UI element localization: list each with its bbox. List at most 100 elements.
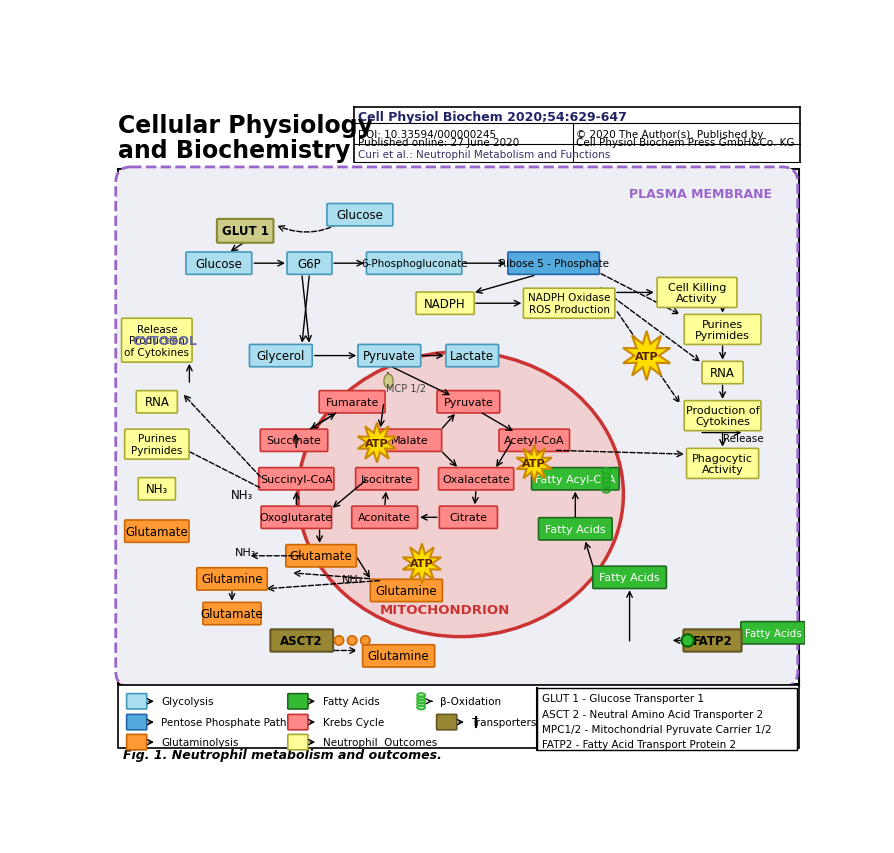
FancyBboxPatch shape <box>531 468 619 490</box>
FancyBboxPatch shape <box>656 278 736 308</box>
Text: Lactate: Lactate <box>450 350 493 363</box>
Text: ATP: ATP <box>409 559 434 569</box>
Text: Glutamate: Glutamate <box>125 525 188 538</box>
Polygon shape <box>516 445 552 482</box>
Text: FATP2 - Fatty Acid Transport Protein 2: FATP2 - Fatty Acid Transport Protein 2 <box>542 740 735 750</box>
Text: β-Oxidation: β-Oxidation <box>439 697 501 706</box>
FancyBboxPatch shape <box>138 478 175 501</box>
Text: GLUT 1: GLUT 1 <box>222 225 268 238</box>
FancyBboxPatch shape <box>439 507 497 529</box>
Text: NADPH Oxidase
ROS Production: NADPH Oxidase ROS Production <box>527 293 610 315</box>
Text: Transporters: Transporters <box>471 717 536 728</box>
Text: Cell Physiol Biochem 2020;54:629-647: Cell Physiol Biochem 2020;54:629-647 <box>357 111 626 124</box>
FancyBboxPatch shape <box>118 170 797 684</box>
Text: Neutrophil  Outcomes: Neutrophil Outcomes <box>323 737 436 747</box>
Text: FATP2: FATP2 <box>692 635 731 647</box>
Text: © 2020 The Author(s). Published by: © 2020 The Author(s). Published by <box>576 130 763 140</box>
FancyBboxPatch shape <box>436 715 456 730</box>
FancyBboxPatch shape <box>683 630 741 652</box>
Text: CYTOSOL: CYTOSOL <box>132 334 197 347</box>
FancyBboxPatch shape <box>416 293 474 315</box>
Text: ATP: ATP <box>365 438 388 448</box>
Text: ASCT2: ASCT2 <box>280 635 323 647</box>
Circle shape <box>680 635 693 647</box>
FancyBboxPatch shape <box>285 545 356 567</box>
Text: Isocitrate: Isocitrate <box>360 474 413 485</box>
Text: Acetyl-CoA: Acetyl-CoA <box>503 436 564 446</box>
FancyBboxPatch shape <box>197 568 267 590</box>
FancyBboxPatch shape <box>260 430 327 452</box>
FancyBboxPatch shape <box>358 345 420 368</box>
Text: NADPH: NADPH <box>424 298 466 310</box>
FancyBboxPatch shape <box>592 566 666 589</box>
FancyBboxPatch shape <box>445 345 498 368</box>
Text: Glycolysis: Glycolysis <box>161 697 214 706</box>
Text: NH₃: NH₃ <box>146 483 168 496</box>
Ellipse shape <box>298 352 623 637</box>
Ellipse shape <box>384 374 392 388</box>
Polygon shape <box>622 332 670 380</box>
Text: Phagocytic
Activity: Phagocytic Activity <box>691 453 752 474</box>
FancyBboxPatch shape <box>288 734 308 750</box>
Text: Glycerol: Glycerol <box>257 350 305 363</box>
Text: and Biochemistry: and Biochemistry <box>118 138 350 162</box>
FancyBboxPatch shape <box>136 392 177 414</box>
Text: Glutamine: Glutamine <box>367 650 429 663</box>
FancyBboxPatch shape <box>701 362 742 384</box>
FancyBboxPatch shape <box>378 430 441 452</box>
Polygon shape <box>358 423 396 463</box>
Text: ASCT 2 - Neutral Amino Acid Transporter 2: ASCT 2 - Neutral Amino Acid Transporter … <box>542 709 763 719</box>
FancyBboxPatch shape <box>118 685 797 748</box>
FancyBboxPatch shape <box>538 518 611 540</box>
Text: Cell Killing
Activity: Cell Killing Activity <box>667 282 725 304</box>
FancyBboxPatch shape <box>126 715 147 730</box>
FancyBboxPatch shape <box>249 345 312 368</box>
FancyBboxPatch shape <box>507 252 599 275</box>
FancyBboxPatch shape <box>122 319 192 363</box>
FancyBboxPatch shape <box>126 693 147 709</box>
Text: Cellular Physiology: Cellular Physiology <box>118 114 373 138</box>
Text: Glucose: Glucose <box>336 209 383 222</box>
FancyBboxPatch shape <box>115 168 797 687</box>
Text: Malate: Malate <box>391 436 428 446</box>
Polygon shape <box>402 544 441 583</box>
Text: Aconitate: Aconitate <box>358 513 410 523</box>
FancyBboxPatch shape <box>436 392 499 414</box>
Text: RNA: RNA <box>144 396 169 409</box>
Text: Succinate: Succinate <box>266 436 321 446</box>
FancyBboxPatch shape <box>683 401 760 431</box>
FancyBboxPatch shape <box>287 252 332 275</box>
Text: Release
Production
of Cytokines: Release Production of Cytokines <box>124 324 190 357</box>
Text: Glutamine: Glutamine <box>201 572 263 586</box>
Text: Citrate: Citrate <box>449 513 487 523</box>
Text: Purines
Pyrimides: Purines Pyrimides <box>695 319 749 341</box>
FancyBboxPatch shape <box>499 430 569 452</box>
Text: NH₃: NH₃ <box>234 548 256 557</box>
Text: Fig. 1. Neutrophil metabolism and outcomes.: Fig. 1. Neutrophil metabolism and outcom… <box>122 748 441 761</box>
FancyBboxPatch shape <box>288 693 308 709</box>
FancyBboxPatch shape <box>126 734 147 750</box>
Text: PLASMA MEMBRANE: PLASMA MEMBRANE <box>628 189 772 201</box>
FancyBboxPatch shape <box>362 645 434 667</box>
Text: Cell Physiol Biochem Press GmbH&Co. KG: Cell Physiol Biochem Press GmbH&Co. KG <box>576 137 794 148</box>
Text: Pyruvate: Pyruvate <box>443 397 493 407</box>
FancyBboxPatch shape <box>366 252 461 275</box>
Circle shape <box>334 636 343 646</box>
Text: Curi et al.: Neutrophil Metabolism and Functions: Curi et al.: Neutrophil Metabolism and F… <box>357 149 609 160</box>
Text: MITOCHONDRION: MITOCHONDRION <box>380 603 510 617</box>
Text: ATP: ATP <box>522 459 545 469</box>
Text: Pentose Phosphate Pathway: Pentose Phosphate Pathway <box>161 717 308 728</box>
Text: Pyruvate: Pyruvate <box>363 350 415 363</box>
FancyBboxPatch shape <box>351 507 417 529</box>
Circle shape <box>347 636 357 646</box>
FancyBboxPatch shape <box>186 252 251 275</box>
Text: Krebs Cycle: Krebs Cycle <box>323 717 384 728</box>
Text: Glutamate: Glutamate <box>200 607 263 620</box>
Text: NH₃: NH₃ <box>341 574 362 584</box>
Text: Oxoglutarate: Oxoglutarate <box>259 513 333 523</box>
Text: Fatty Acids: Fatty Acids <box>599 572 659 583</box>
Text: Glutamine: Glutamine <box>375 584 436 597</box>
Text: Release: Release <box>722 433 763 444</box>
Text: ATP: ATP <box>634 351 658 361</box>
Text: Fatty Acids: Fatty Acids <box>744 628 800 638</box>
